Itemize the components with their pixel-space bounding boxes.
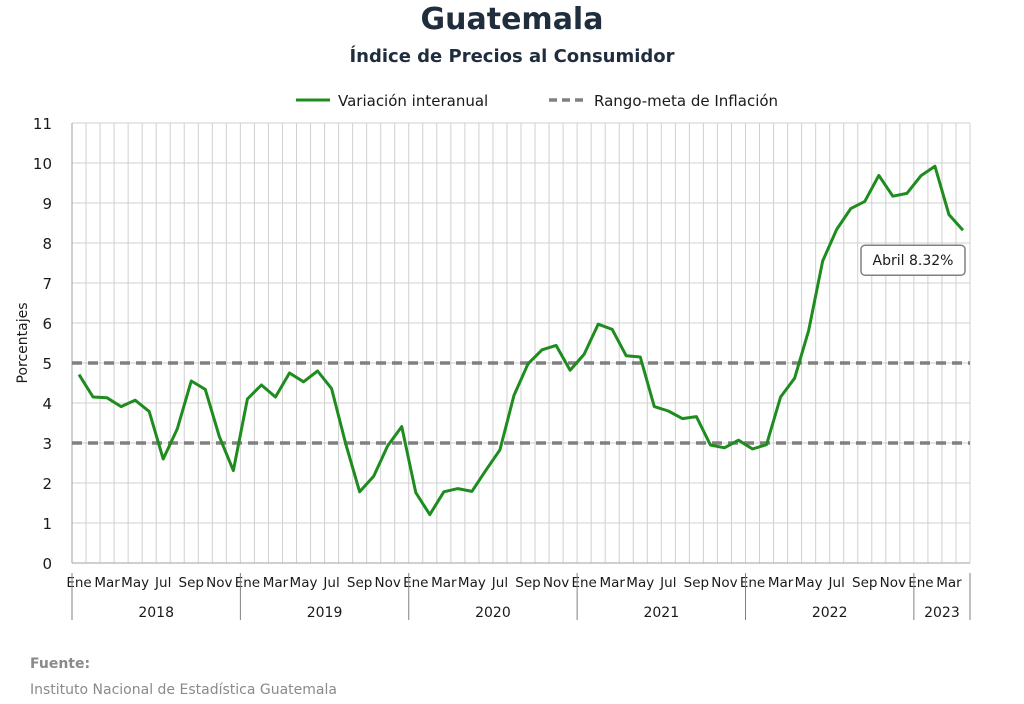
x-tick-label: Jul xyxy=(154,575,171,591)
y-tick-label: 4 xyxy=(42,395,52,413)
x-tick-label: Ene xyxy=(403,575,428,591)
x-tick-label: Mar xyxy=(263,575,289,591)
x-tick-label: Nov xyxy=(375,575,401,591)
year-label: 2019 xyxy=(307,605,343,621)
source-label: Fuente: xyxy=(30,656,91,672)
x-tick-label: Sep xyxy=(179,575,204,591)
x-tick-label: Ene xyxy=(66,575,91,591)
x-tick-label: Jul xyxy=(322,575,339,591)
legend-label-rango: Rango-meta de Inflación xyxy=(594,92,778,110)
x-tick-label: Mar xyxy=(599,575,625,591)
x-tick-label: May xyxy=(121,575,149,591)
year-label: 2021 xyxy=(643,605,679,621)
year-label: 2022 xyxy=(812,605,848,621)
x-tick-label: Mar xyxy=(431,575,457,591)
x-tick-label: May xyxy=(458,575,486,591)
x-tick-label: Sep xyxy=(684,575,709,591)
x-tick-label: Sep xyxy=(515,575,540,591)
chart-title: Guatemala xyxy=(420,2,604,37)
legend: Variación interanual Rango-meta de Inflac… xyxy=(296,92,778,110)
x-tick-label: May xyxy=(795,575,823,591)
x-tick-label: Jul xyxy=(491,575,508,591)
x-tick-label: Nov xyxy=(543,575,569,591)
annotation-box xyxy=(860,244,966,276)
x-tick-label: May xyxy=(290,575,318,591)
x-tick-label: Jul xyxy=(828,575,845,591)
y-tick-label: 11 xyxy=(33,115,52,133)
y-tick-label: 2 xyxy=(42,475,52,493)
y-axis-label: Porcentajes xyxy=(15,302,31,383)
x-tick-label: Sep xyxy=(347,575,372,591)
annotation-label: Abril 8.32% xyxy=(873,253,954,269)
x-tick-label: Sep xyxy=(852,575,877,591)
y-tick-label: 1 xyxy=(42,515,52,533)
chart-subtitle: Índice de Precios al Consumidor xyxy=(349,46,675,67)
x-tick-label: May xyxy=(626,575,654,591)
x-tick-label: Nov xyxy=(880,575,906,591)
y-tick-label: 3 xyxy=(42,435,52,453)
x-tick-label: Ene xyxy=(908,575,933,591)
y-tick-label: 10 xyxy=(33,155,52,173)
y-tick-label: 7 xyxy=(42,275,52,293)
year-label: 2020 xyxy=(475,605,511,621)
year-label: 2018 xyxy=(138,605,174,621)
x-tick-label: Jul xyxy=(659,575,676,591)
x-tick-label: Ene xyxy=(740,575,765,591)
y-tick-label: 9 xyxy=(42,195,52,213)
y-tick-label: 0 xyxy=(42,555,52,573)
y-tick-label: 8 xyxy=(42,235,52,253)
x-tick-label: Mar xyxy=(936,575,962,591)
y-tick-label: 5 xyxy=(42,355,52,373)
year-label: 2023 xyxy=(924,605,960,621)
y-tick-label: 6 xyxy=(42,315,52,333)
source-text: Instituto Nacional de Estadística Guatem… xyxy=(30,682,337,698)
x-tick-label: Mar xyxy=(94,575,120,591)
x-tick-label: Nov xyxy=(711,575,737,591)
series-line-variacion xyxy=(77,164,965,517)
legend-label-variacion: Variación interanual xyxy=(338,92,488,110)
x-tick-label: Nov xyxy=(206,575,232,591)
x-tick-label: Ene xyxy=(571,575,596,591)
x-tick-label: Ene xyxy=(235,575,260,591)
x-tick-label: Mar xyxy=(768,575,794,591)
gridlines xyxy=(71,122,971,564)
